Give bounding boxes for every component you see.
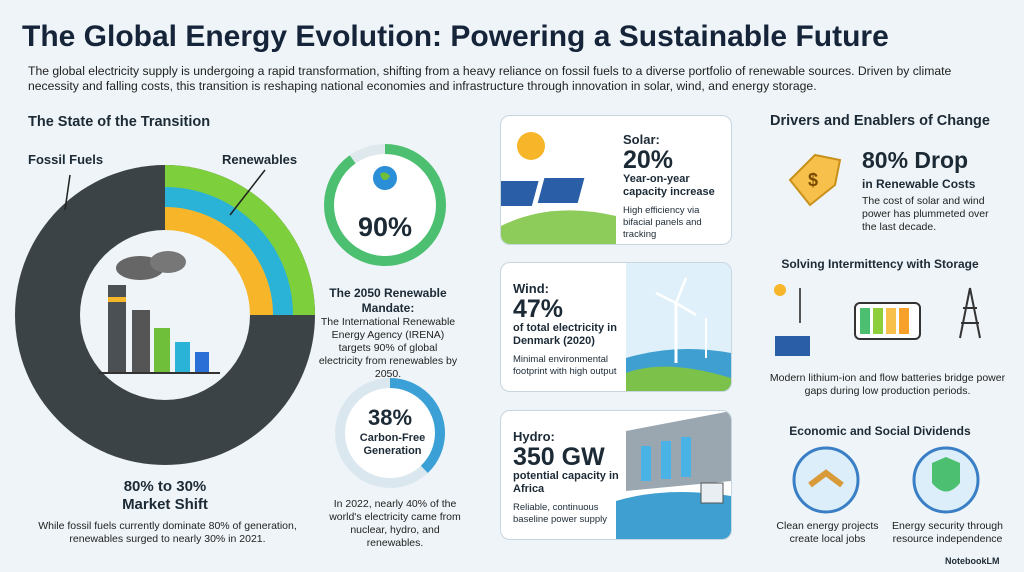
fossil-label: Fossil Fuels bbox=[28, 152, 104, 167]
card-label: potential capacity in Africa bbox=[513, 470, 619, 495]
mandate-ring bbox=[324, 144, 446, 266]
wind-card: Wind: 47% of total electricity in Denmar… bbox=[500, 262, 732, 392]
card-name: Hydro: bbox=[513, 429, 555, 444]
title: The Global Energy Evolution: Powering a … bbox=[22, 20, 889, 53]
mandate-text: The International Renewable Energy Agenc… bbox=[318, 316, 458, 380]
price-tag-icon: $ bbox=[788, 153, 842, 207]
cost-text: The cost of solar and wind power has plu… bbox=[862, 195, 989, 233]
storage-heading: Solving Intermittency with Storage bbox=[781, 257, 979, 271]
solar-illustration bbox=[501, 132, 616, 244]
dividends-icons bbox=[792, 446, 980, 514]
card-stat: 20% bbox=[623, 146, 674, 174]
card-name: Wind: bbox=[513, 281, 549, 296]
mandate-title: The 2050 Renewable Mandate: bbox=[329, 286, 447, 315]
storage-illustration bbox=[774, 284, 981, 356]
carbon-stat: 38% bbox=[367, 405, 413, 430]
section-heading: Drivers and Enablers of Change bbox=[770, 113, 990, 129]
shift-label: Market Shift bbox=[122, 496, 208, 513]
solar-card: Solar: 20% Year-on-year capacity increas… bbox=[500, 115, 732, 245]
shift-stat: 80% to 30% bbox=[123, 478, 207, 495]
card-label: Year-on-year capacity increase bbox=[623, 173, 715, 198]
cost-stat: 80% Drop bbox=[862, 147, 969, 173]
carbon-ring bbox=[335, 378, 445, 488]
donut-illustration bbox=[15, 165, 315, 465]
mandate-stat: 90% bbox=[357, 212, 413, 242]
card-text: Minimal environmental footprint with hig… bbox=[513, 354, 617, 377]
card-stat: 47% bbox=[513, 295, 564, 323]
card-label: of total electricity in Denmark (2020) bbox=[513, 322, 617, 347]
carbon-label: Carbon-Free Generation bbox=[359, 432, 426, 457]
dividend-text: Energy security through resource indepen… bbox=[892, 520, 1003, 545]
hydro-illustration bbox=[616, 411, 731, 539]
cost-label: in Renewable Costs bbox=[862, 177, 976, 191]
card-name: Solar: bbox=[623, 132, 660, 147]
card-stat: 350 GW bbox=[513, 443, 605, 471]
card-text: Reliable, continuous baseline power supp… bbox=[513, 502, 608, 525]
dividends-heading: Economic and Social Dividends bbox=[789, 424, 971, 438]
brand: NotebookLM bbox=[945, 556, 1000, 566]
shift-text: While fossil fuels currently dominate 80… bbox=[38, 520, 297, 545]
section-heading: The State of the Transition bbox=[28, 114, 211, 130]
carbon-text: In 2022, nearly 40% of the world's elect… bbox=[329, 498, 461, 549]
card-text: High efficiency via bifacial panels and … bbox=[623, 205, 702, 240]
renewables-label: Renewables bbox=[222, 152, 298, 167]
svg-text:$: $ bbox=[808, 170, 818, 190]
wind-illustration bbox=[626, 263, 731, 391]
dividend-text: Clean energy projects create local jobs bbox=[776, 520, 879, 545]
storage-text: Modern lithium-ion and flow batteries br… bbox=[769, 372, 1006, 397]
hydro-card: Hydro: 350 GW potential capacity in Afri… bbox=[500, 410, 732, 540]
intro: The global electricity supply is undergo… bbox=[28, 64, 952, 93]
